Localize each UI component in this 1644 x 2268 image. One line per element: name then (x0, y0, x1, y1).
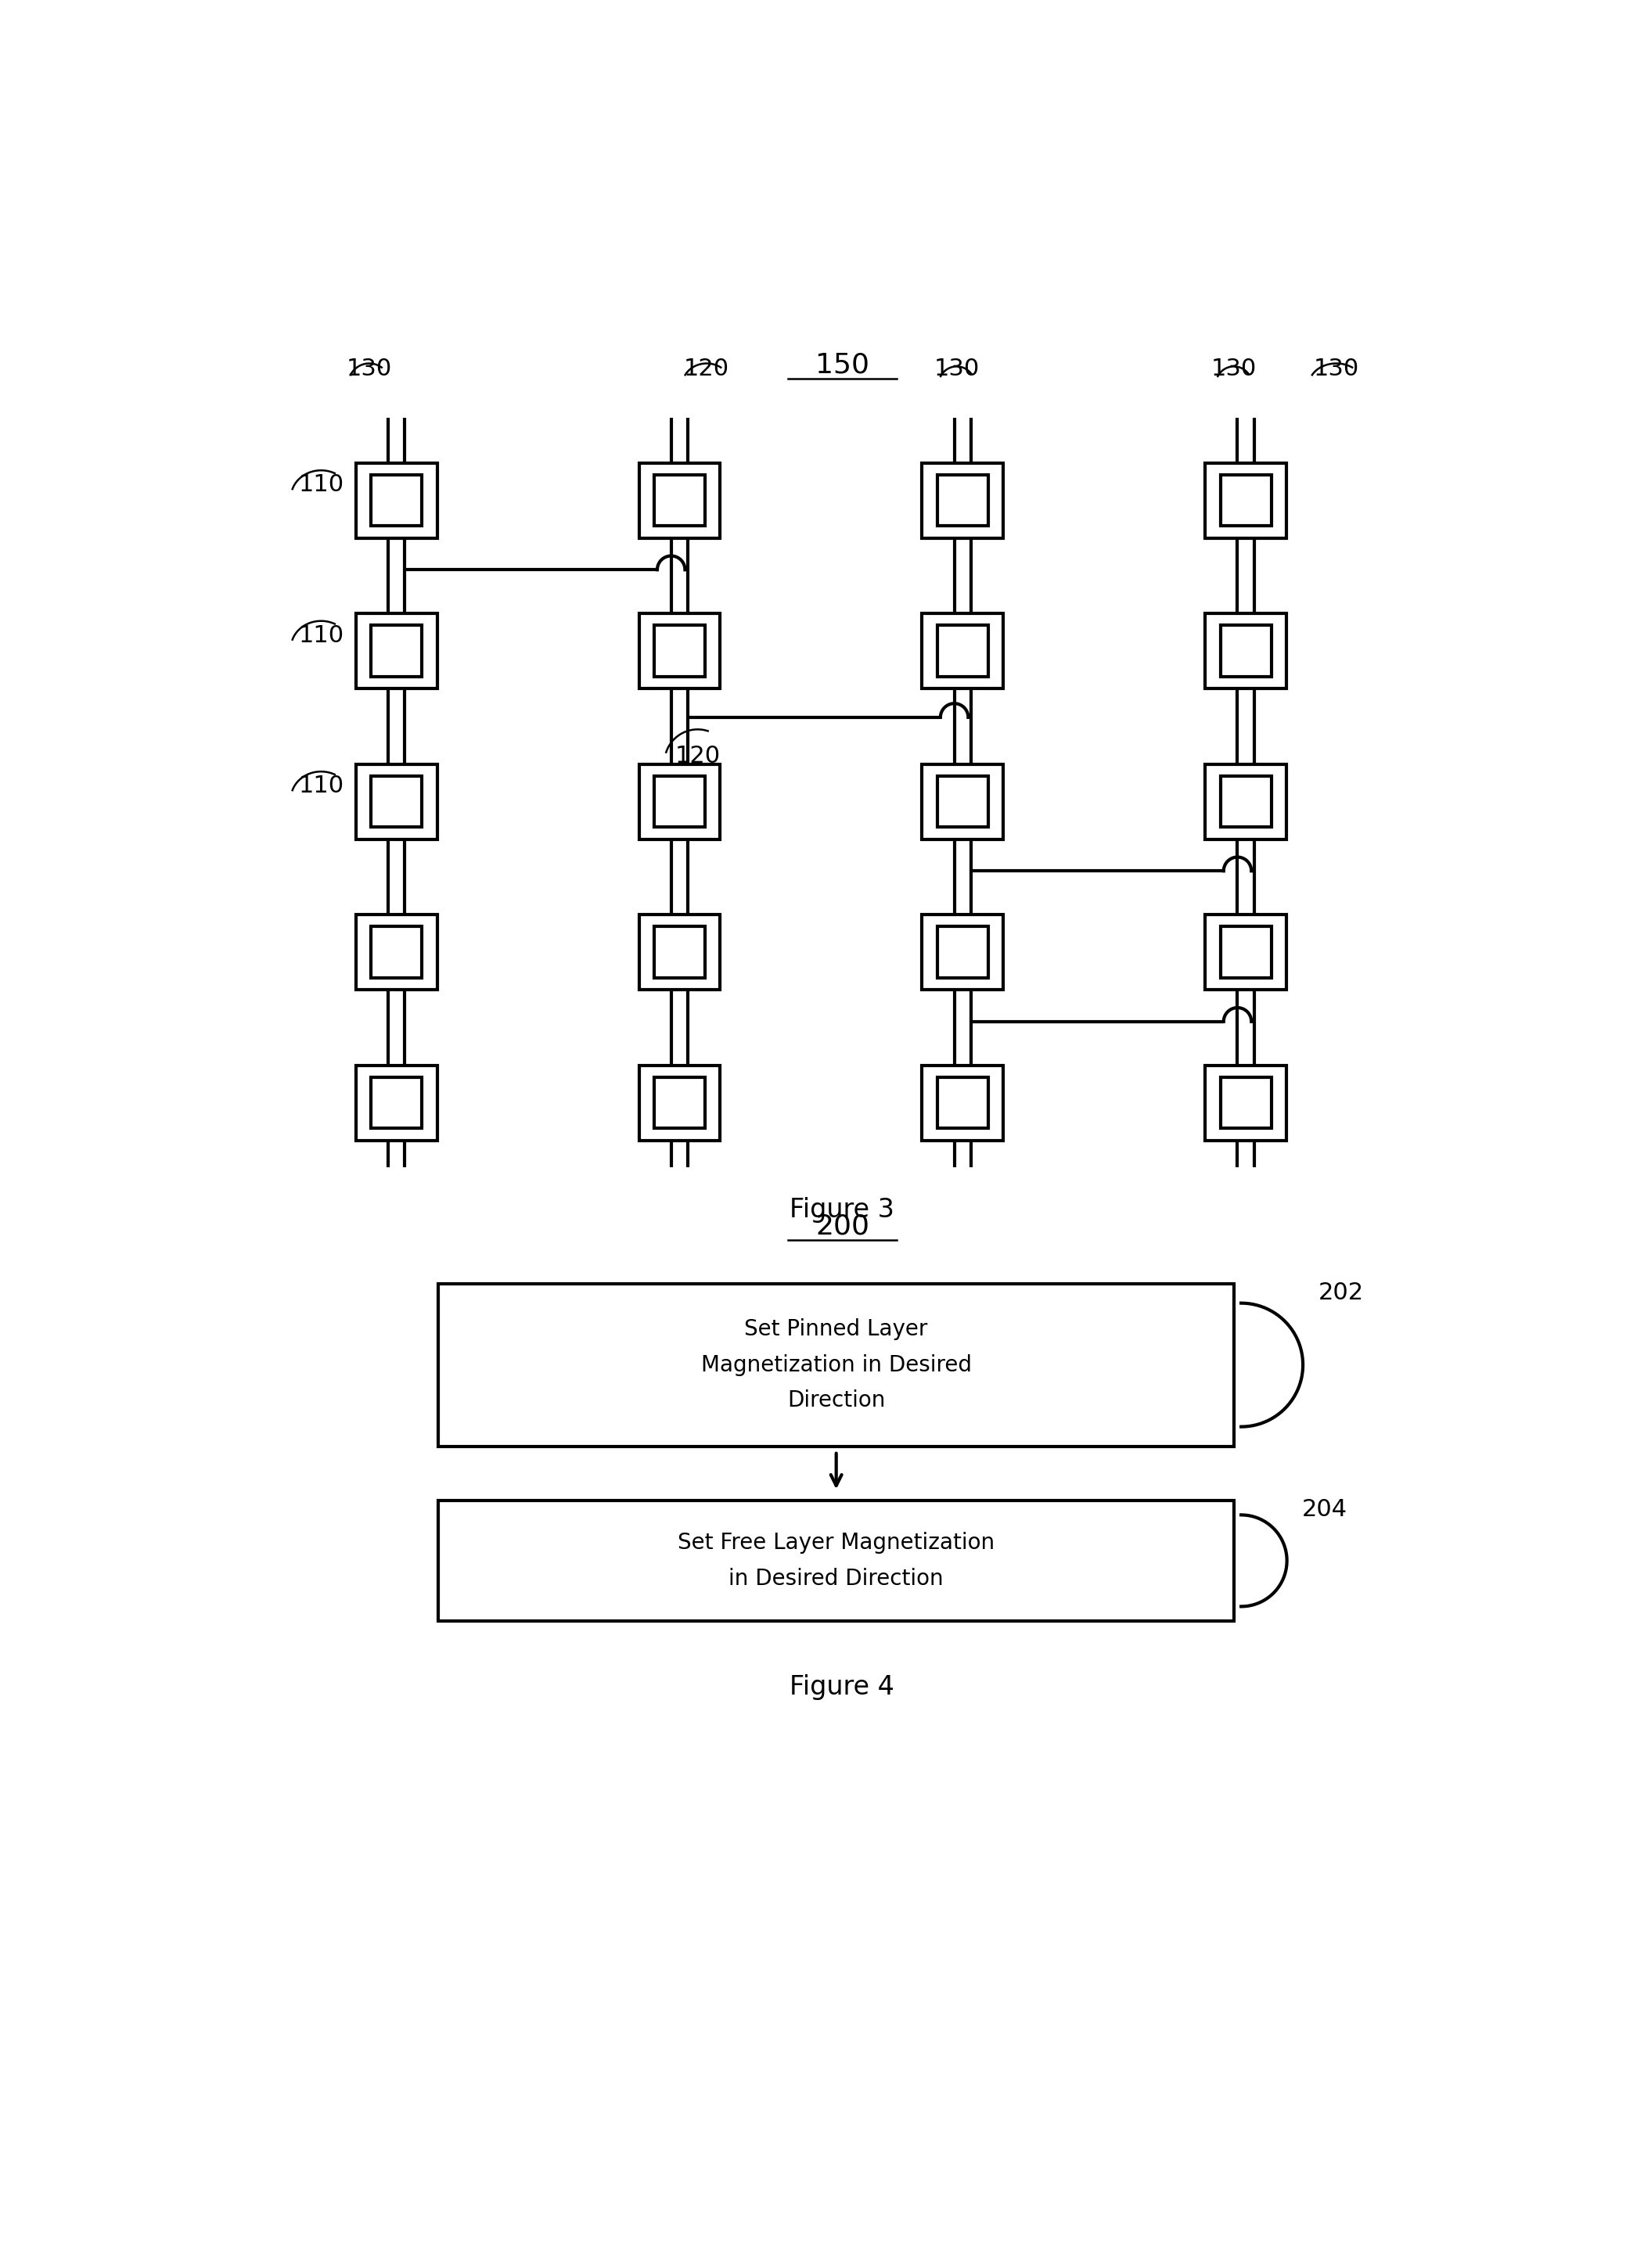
Bar (1205, 914, 1287, 989)
Bar (1205, 764, 1287, 839)
Bar (355, 612, 437, 689)
Bar (640, 612, 720, 689)
Bar (937, 776, 988, 828)
Text: Figure 3: Figure 3 (789, 1198, 894, 1222)
Bar (937, 1077, 988, 1129)
Text: Set Pinned Layer
Magnetization in Desired
Direction: Set Pinned Layer Magnetization in Desire… (700, 1318, 972, 1411)
Bar (1205, 463, 1287, 538)
Text: Figure 4: Figure 4 (789, 1674, 894, 1701)
Bar (372, 1077, 423, 1129)
Bar (922, 463, 1003, 538)
Text: 150: 150 (815, 352, 870, 379)
Text: 110: 110 (298, 474, 344, 497)
Text: 120: 120 (684, 358, 730, 381)
Bar (1220, 1077, 1271, 1129)
Bar (937, 474, 988, 526)
Bar (922, 764, 1003, 839)
Text: Set Free Layer Magnetization
in Desired Direction: Set Free Layer Magnetization in Desired … (677, 1531, 995, 1590)
Text: 130: 130 (1212, 358, 1256, 381)
Bar (640, 1066, 720, 1141)
Bar (654, 928, 705, 978)
Bar (372, 474, 423, 526)
Bar (640, 764, 720, 839)
Bar (372, 776, 423, 828)
Text: 130: 130 (1314, 358, 1360, 381)
Bar (654, 776, 705, 828)
Bar (654, 626, 705, 676)
Bar (355, 463, 437, 538)
Bar (1220, 928, 1271, 978)
Text: 120: 120 (676, 744, 720, 767)
Bar (1220, 626, 1271, 676)
Bar (1205, 612, 1287, 689)
Bar (1220, 776, 1271, 828)
Text: 200: 200 (815, 1213, 870, 1241)
Bar (922, 612, 1003, 689)
Text: 202: 202 (1318, 1281, 1363, 1304)
Bar (1205, 1066, 1287, 1141)
Bar (355, 1066, 437, 1141)
Text: 110: 110 (298, 624, 344, 646)
Bar (640, 463, 720, 538)
Bar (922, 914, 1003, 989)
Bar (922, 1066, 1003, 1141)
Bar (654, 474, 705, 526)
Bar (937, 928, 988, 978)
Bar (372, 928, 423, 978)
Bar (937, 626, 988, 676)
Text: 130: 130 (347, 358, 391, 381)
Bar (355, 914, 437, 989)
Text: 204: 204 (1302, 1499, 1348, 1522)
Text: 110: 110 (298, 776, 344, 798)
Bar (372, 626, 423, 676)
Bar (439, 1501, 1235, 1622)
Bar (640, 914, 720, 989)
Bar (1220, 474, 1271, 526)
Bar (355, 764, 437, 839)
Text: 130: 130 (934, 358, 980, 381)
Bar (439, 1284, 1235, 1447)
Bar (654, 1077, 705, 1129)
